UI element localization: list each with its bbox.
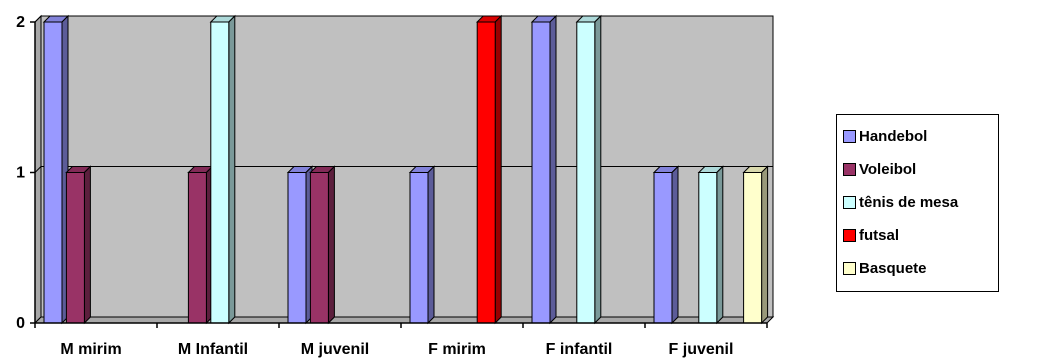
legend-swatch [843, 129, 856, 143]
bar-front [698, 172, 718, 324]
legend: Handebol Voleibol tênis de mesa futsal B… [836, 114, 999, 292]
bar-front [476, 21, 496, 324]
bar-side [83, 165, 91, 325]
legend-swatch [843, 195, 856, 209]
legend-swatch [843, 162, 856, 176]
bar-side [228, 14, 236, 325]
x-tick-label: M juvenil [301, 341, 369, 358]
bar-side [761, 165, 769, 325]
bar-front [65, 172, 85, 324]
bar [742, 165, 769, 325]
bar-front [531, 21, 551, 324]
bar [652, 165, 680, 325]
y-tick-label: 2 [16, 14, 25, 31]
bar [530, 14, 558, 325]
bar-side [327, 165, 335, 325]
legend-label: futsal [859, 226, 900, 244]
bar [65, 165, 92, 325]
axes: 0 1 2 M mirim M Infantil M juvenil F mirim F in… [16, 14, 768, 358]
legend-item: Voleibol [843, 159, 916, 179]
legend-item: Handebol [843, 126, 927, 146]
bar-side [671, 165, 679, 325]
bar [209, 14, 237, 325]
x-tick-label: M mirim [60, 341, 121, 358]
bars [42, 14, 769, 325]
legend-swatch [843, 228, 856, 242]
bar [42, 14, 70, 325]
bar [697, 165, 725, 325]
legend-label: tênis de mesa [859, 193, 959, 211]
bar-front [309, 172, 329, 324]
legend-item: Basquete [843, 258, 927, 278]
bar-front [210, 21, 230, 324]
x-tick-label: F juvenil [669, 341, 734, 358]
legend-swatch [843, 261, 856, 275]
legend-item: futsal [843, 225, 899, 245]
x-tick-label: F infantil [546, 341, 613, 358]
x-tick-label: M Infantil [178, 341, 248, 358]
bar [187, 165, 214, 325]
bar [408, 165, 436, 325]
bar-front [576, 21, 596, 324]
bar [286, 165, 314, 325]
gridline [34, 166, 42, 173]
bar-side [716, 165, 724, 325]
bar-side [494, 14, 502, 325]
gridline [34, 15, 42, 23]
bar-front [743, 172, 763, 324]
legend-label: Basquete [859, 259, 927, 277]
bar-front [187, 172, 207, 324]
bar-front [409, 172, 429, 324]
bar [475, 14, 503, 325]
x-tick-label: F mirim [428, 341, 486, 358]
legend-label: Voleibol [859, 160, 917, 178]
bar-front [287, 172, 307, 324]
bar [309, 165, 336, 325]
y-tick-label: 1 [16, 165, 25, 182]
bar-side [594, 14, 602, 325]
y-tick-label: 0 [16, 315, 25, 332]
bar [575, 14, 603, 325]
bar-side [549, 14, 557, 325]
legend-item: tênis de mesa [843, 192, 958, 212]
bar-side [427, 165, 435, 325]
bar-front [43, 21, 63, 324]
legend-label: Handebol [859, 127, 928, 145]
bar-front [653, 172, 673, 324]
